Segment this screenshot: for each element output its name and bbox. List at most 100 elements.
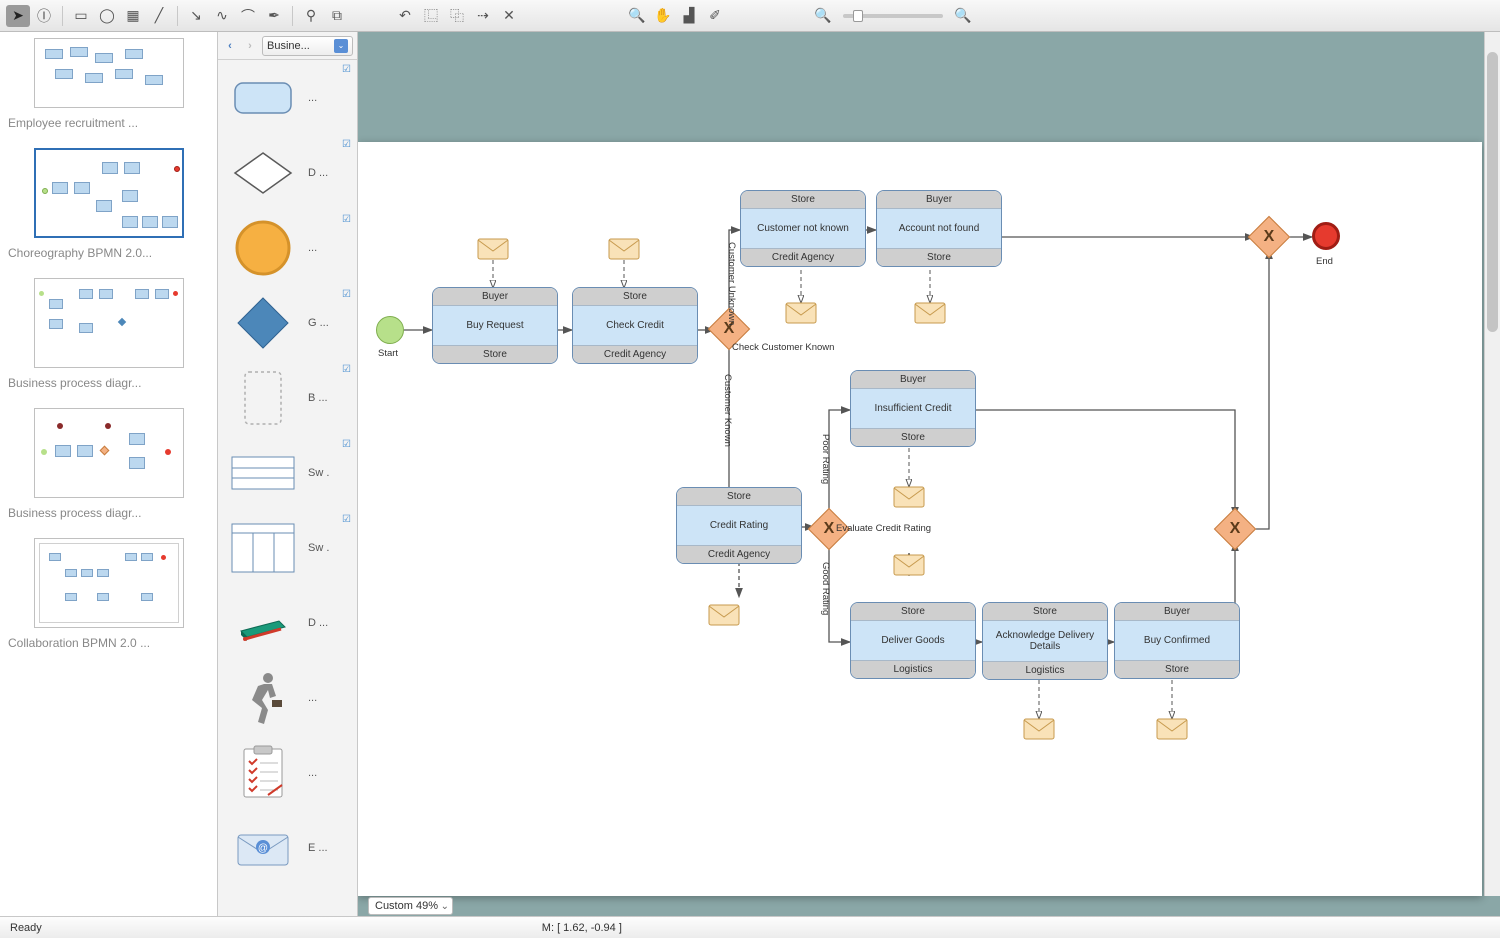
tool-text[interactable]: Ⓘ (32, 5, 56, 27)
task-participant: Credit Agency (741, 248, 865, 266)
thumbnail-label: Collaboration BPMN 2.0 ... (8, 636, 209, 650)
zoom-level-label: Custom 49% (375, 900, 438, 912)
tool-ellipse[interactable]: ◯ (95, 5, 119, 27)
tool-unlink[interactable]: ✕ (497, 5, 521, 27)
task-participant: Logistics (851, 660, 975, 678)
shape-rounded-rect[interactable]: ...☑ (218, 60, 357, 135)
message-icon (893, 554, 925, 576)
shape-gateway[interactable]: G ...☑ (218, 285, 357, 360)
choreography-task[interactable]: Store Credit Rating Credit Agency (676, 487, 802, 564)
tool-curve[interactable]: ∿ (210, 5, 234, 27)
zoom-out-button[interactable]: 🔍 (811, 5, 835, 27)
tool-connector[interactable]: ↘ (184, 5, 208, 27)
thumbnail[interactable] (34, 148, 184, 238)
choreography-task[interactable]: Buyer Buy Request Store (432, 287, 558, 364)
choreography-task[interactable]: Store Check Credit Credit Agency (572, 287, 698, 364)
message-icon (1156, 718, 1188, 740)
tool-layers[interactable]: ▟ (677, 5, 701, 27)
tool-link[interactable]: ⇢ (471, 5, 495, 27)
tool-rect[interactable]: ▭ (69, 5, 93, 27)
tool-pen[interactable]: ✒ (262, 5, 286, 27)
tool-arc[interactable]: ⌒ (236, 5, 260, 27)
shape-favorite-icon: ☑ (342, 364, 351, 375)
edge-label: Customer Unknown (726, 242, 737, 325)
exclusive-gateway[interactable]: X (1248, 216, 1290, 258)
shape-label: E ... (308, 842, 328, 854)
thumbnail[interactable] (34, 38, 184, 108)
shapes-nav-back[interactable]: ‹ (222, 38, 238, 54)
message-icon (893, 486, 925, 508)
tool-eyedropper[interactable]: ✐ (703, 5, 727, 27)
thumbnail[interactable] (34, 278, 184, 368)
diagram-canvas[interactable]: StartEnd Buyer Buy Request Store Store C… (358, 142, 1482, 896)
thumbnail[interactable] (34, 408, 184, 498)
zoom-slider[interactable] (843, 14, 943, 18)
task-participant: Credit Agency (677, 545, 801, 563)
shape-swimlane-v[interactable]: Sw .☑ (218, 510, 357, 585)
choreography-task[interactable]: Store Acknowledge Delivery Details Logis… (982, 602, 1108, 680)
shape-favorite-icon: ☑ (342, 439, 351, 450)
task-name: Insufficient Credit (851, 389, 975, 428)
task-participant: Logistics (983, 661, 1107, 679)
shapes-nav-forward[interactable]: › (242, 38, 258, 54)
end-event[interactable] (1312, 222, 1340, 250)
choreography-task[interactable]: Buyer Account not found Store (876, 190, 1002, 267)
thumbnail[interactable] (34, 538, 184, 628)
shape-circle[interactable]: ...☑ (218, 210, 357, 285)
shape-data[interactable]: D ... (218, 585, 357, 660)
tool-line[interactable]: ╱ (147, 5, 171, 27)
task-initiator: Store (983, 603, 1107, 621)
status-ready: Ready (10, 922, 42, 934)
exclusive-gateway[interactable]: X (1214, 508, 1256, 550)
task-initiator: Store (851, 603, 975, 621)
task-participant: Store (1115, 660, 1239, 678)
shape-actor[interactable]: ... (218, 660, 357, 735)
gateway-label: Evaluate Credit Rating (836, 523, 931, 534)
shape-swimlane-h[interactable]: Sw .☑ (218, 435, 357, 510)
shape-email[interactable]: @ E ... (218, 810, 357, 885)
tool-arrow[interactable]: ➤ (6, 5, 30, 27)
tool-pan[interactable]: ✋ (651, 5, 675, 27)
shape-label: ... (308, 242, 317, 254)
shape-label: ... (308, 692, 317, 704)
edge-label: Poor Rating (820, 434, 831, 484)
tool-smart-insert[interactable]: ⧉ (325, 5, 349, 27)
choreography-task[interactable]: Store Customer not known Credit Agency (740, 190, 866, 267)
choreography-task[interactable]: Buyer Buy Confirmed Store (1114, 602, 1240, 679)
tool-ungroup[interactable]: ⿻ (445, 5, 469, 27)
zoom-level-select[interactable]: Custom 49% (368, 897, 453, 915)
start-event[interactable] (376, 316, 404, 344)
tool-zoom-select[interactable]: 🔍 (625, 5, 649, 27)
task-participant: Store (877, 248, 1001, 266)
shapes-panel: ‹ › Busine... ⌄ ...☑D ...☑...☑G ...☑B ..… (218, 32, 358, 916)
message-icon (785, 302, 817, 324)
tool-undo[interactable]: ↶ (393, 5, 417, 27)
task-initiator: Buyer (1115, 603, 1239, 621)
shape-favorite-icon: ☑ (342, 64, 351, 75)
shape-diamond[interactable]: D ...☑ (218, 135, 357, 210)
task-name: Account not found (877, 209, 1001, 248)
shapes-category-label: Busine... (267, 40, 310, 52)
vertical-scrollbar[interactable] (1484, 32, 1500, 896)
thumbnails-panel: Employee recruitment ... Choreography BP… (0, 32, 218, 916)
svg-text:@: @ (258, 843, 268, 854)
message-icon (1023, 718, 1055, 740)
message-icon (477, 238, 509, 260)
task-name: Check Credit (573, 306, 697, 345)
shape-checklist[interactable]: ... (218, 735, 357, 810)
shapes-category-select[interactable]: Busine... ⌄ (262, 36, 353, 56)
task-name: Acknowledge Delivery Details (983, 621, 1107, 661)
canvas-area: StartEnd Buyer Buy Request Store Store C… (358, 32, 1500, 916)
tool-node-edit[interactable]: ⚲ (299, 5, 323, 27)
thumbnail-label: Employee recruitment ... (8, 116, 209, 130)
task-initiator: Store (573, 288, 697, 306)
task-participant: Store (433, 345, 557, 363)
start-label: Start (378, 348, 398, 359)
tool-group[interactable]: ⿺ (419, 5, 443, 27)
zoom-in-button[interactable]: 🔍 (951, 5, 975, 27)
tool-table[interactable]: ▦ (121, 5, 145, 27)
choreography-task[interactable]: Store Deliver Goods Logistics (850, 602, 976, 679)
main-toolbar: ➤ Ⓘ ▭ ◯ ▦ ╱ ↘ ∿ ⌒ ✒ ⚲ ⧉ ↶ ⿺ ⿻ ⇢ ✕ 🔍 ✋ ▟ … (0, 0, 1500, 32)
shape-bounds[interactable]: B ...☑ (218, 360, 357, 435)
choreography-task[interactable]: Buyer Insufficient Credit Store (850, 370, 976, 447)
